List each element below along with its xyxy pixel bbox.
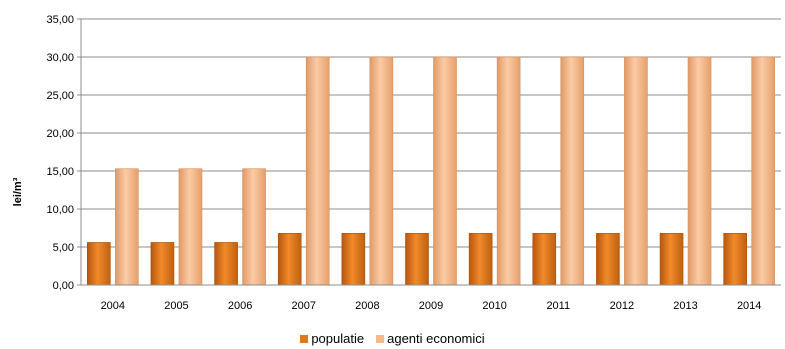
x-tick-label: 2011 bbox=[546, 300, 570, 312]
legend-label-populatie: populatie bbox=[311, 331, 365, 346]
legend-label-agenti-economici: agenti economici bbox=[387, 331, 485, 346]
x-tick-label: 2007 bbox=[291, 300, 315, 312]
bar-agenti-economici-2012 bbox=[624, 56, 648, 286]
x-axis: 2004 2005 2006 2007 2008 2009 2010 2011 2012 2013… bbox=[81, 284, 781, 312]
x-tick-label: 2013 bbox=[673, 300, 697, 312]
bar-populatie-2008 bbox=[341, 233, 366, 286]
legend: populatie agenti economici bbox=[0, 331, 785, 346]
bar-populatie-2007 bbox=[277, 233, 302, 286]
bar-agenti-economici-2014 bbox=[751, 56, 775, 286]
bar-populatie-2013 bbox=[659, 233, 684, 286]
x-tick-label: 2012 bbox=[610, 300, 634, 312]
bar-agenti-economici-2004 bbox=[115, 168, 139, 286]
bar-populatie-2011 bbox=[532, 233, 557, 286]
bar-agenti-economici-2007 bbox=[305, 56, 330, 286]
bar-populatie-2005 bbox=[150, 242, 175, 286]
x-tick-label: 2014 bbox=[737, 300, 761, 312]
legend-swatch-agenti-economici bbox=[376, 334, 385, 343]
bar-agenti-economici-2006 bbox=[242, 168, 266, 286]
legend-item-agenti-economici: agenti economici bbox=[376, 331, 485, 346]
bar-populatie-2014 bbox=[723, 233, 747, 286]
x-tick-label: 2008 bbox=[355, 300, 379, 312]
y-tick-label: 10,00 bbox=[46, 204, 74, 216]
bar-agenti-economici-2013 bbox=[687, 56, 712, 286]
bar-chart: 0,00 5,00 10,00 15,00 20,00 25,00 30,00 35,00 2… bbox=[12, 14, 781, 312]
bar-populatie-2006 bbox=[214, 242, 238, 286]
legend-swatch-populatie bbox=[300, 334, 309, 343]
y-tick-label: 15,00 bbox=[46, 166, 74, 178]
bar-agenti-economici-2008 bbox=[369, 56, 394, 286]
y-tick-label: 35,00 bbox=[46, 14, 74, 26]
bar-agenti-economici-2010 bbox=[496, 56, 521, 286]
y-tick-label: 20,00 bbox=[46, 128, 74, 140]
bar-populatie-2004 bbox=[87, 242, 111, 286]
x-tick-label: 2004 bbox=[101, 300, 125, 312]
bar-agenti-economici-2009 bbox=[433, 56, 457, 286]
x-tick-label: 2009 bbox=[419, 300, 443, 312]
x-tick-label: 2006 bbox=[228, 300, 252, 312]
y-axis: 0,00 5,00 10,00 15,00 20,00 25,00 30,00 35,00 bbox=[46, 14, 82, 292]
y-axis-label: lei/m³ bbox=[12, 177, 24, 206]
x-tick-label: 2005 bbox=[164, 300, 188, 312]
bar-agenti-economici-2011 bbox=[560, 56, 585, 286]
y-tick-label: 25,00 bbox=[46, 90, 74, 102]
x-tick-label: 2010 bbox=[482, 300, 506, 312]
bar-populatie-2009 bbox=[405, 233, 429, 286]
bar-populatie-2012 bbox=[596, 233, 620, 286]
legend-item-populatie: populatie bbox=[300, 331, 364, 346]
y-tick-label: 0,00 bbox=[53, 280, 74, 292]
bar-populatie-2010 bbox=[468, 233, 493, 286]
bar-agenti-economici-2005 bbox=[178, 168, 203, 286]
y-tick-label: 30,00 bbox=[46, 52, 74, 64]
y-tick-label: 5,00 bbox=[53, 242, 74, 254]
